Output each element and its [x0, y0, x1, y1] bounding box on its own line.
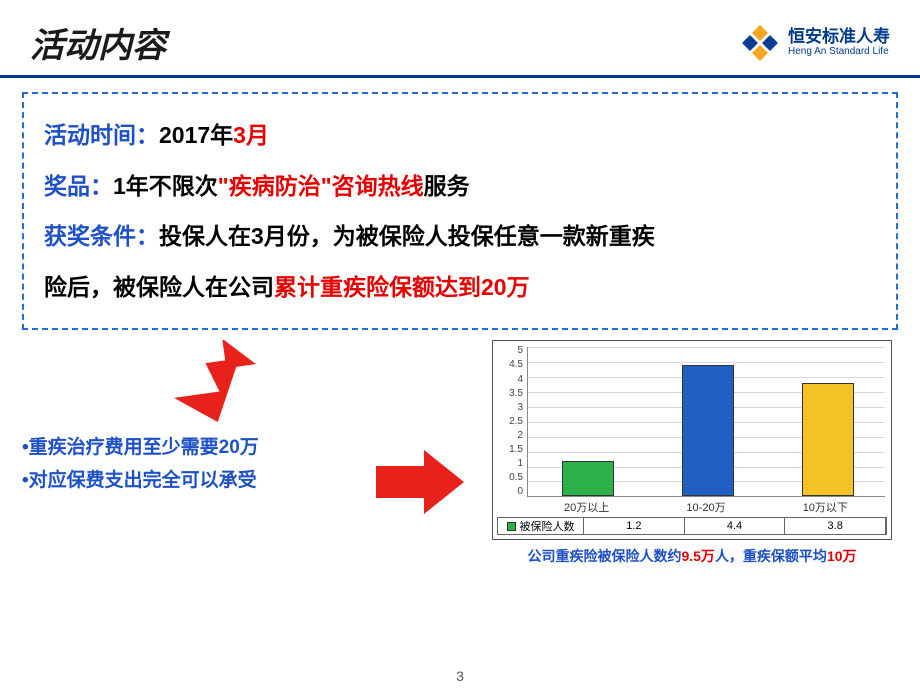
x-labels: 20万以上10-20万10万以下 — [527, 499, 885, 515]
plot-area — [527, 347, 885, 497]
chart-column: 54.543.532.521.510.50 20万以上10-20万10万以下 被… — [492, 340, 892, 566]
bottom-section: •重疾治疗费用至少需要20万 •对应保费支出完全可以承受 54.543.532.… — [0, 340, 920, 566]
page-number: 3 — [456, 668, 464, 684]
arrow-right-icon — [376, 450, 464, 514]
bar — [682, 365, 734, 496]
info-line-condition-1: 获奖条件：投保人在3月份，为被保险人投保任意一款新重疾 — [44, 211, 876, 262]
info-box: 活动时间：2017年3月 奖品：1年不限次"疾病防治"咨询热线服务 获奖条件：投… — [22, 92, 898, 330]
header-divider — [0, 75, 920, 78]
bullet-1: •重疾治疗费用至少需要20万 — [22, 432, 392, 464]
logo-text: 恒安标准人寿 Heng An Standard Life — [788, 28, 890, 58]
info-line-time: 活动时间：2017年3月 — [44, 110, 876, 161]
data-table-row: 被保险人数1.24.43.8 — [497, 517, 887, 535]
arrow-down-icon — [172, 340, 258, 422]
info-line-prize: 奖品：1年不限次"疾病防治"咨询热线服务 — [44, 161, 876, 212]
bar-chart: 54.543.532.521.510.50 20万以上10-20万10万以下 被… — [492, 340, 892, 540]
bullet-2: •对应保费支出完全可以承受 — [22, 465, 392, 497]
header: 活动内容 恒安标准人寿 Heng An Standard Life — [0, 0, 920, 75]
logo-name-cn: 恒安标准人寿 — [788, 28, 890, 47]
bar — [802, 383, 854, 496]
chart-caption: 公司重疾险被保险人数约9.5万人，重疾保额平均10万 — [527, 546, 856, 566]
left-column: •重疾治疗费用至少需要20万 •对应保费支出完全可以承受 — [22, 340, 392, 497]
info-line-condition-2: 险后，被保险人在公司累计重疾险保额达到20万 — [44, 262, 876, 313]
page-title: 活动内容 — [30, 18, 166, 67]
company-logo-icon — [740, 23, 780, 63]
logo-name-en: Heng An Standard Life — [788, 46, 890, 57]
y-axis: 54.543.532.521.510.50 — [499, 345, 523, 497]
bar — [562, 461, 614, 497]
logo: 恒安标准人寿 Heng An Standard Life — [740, 23, 890, 63]
